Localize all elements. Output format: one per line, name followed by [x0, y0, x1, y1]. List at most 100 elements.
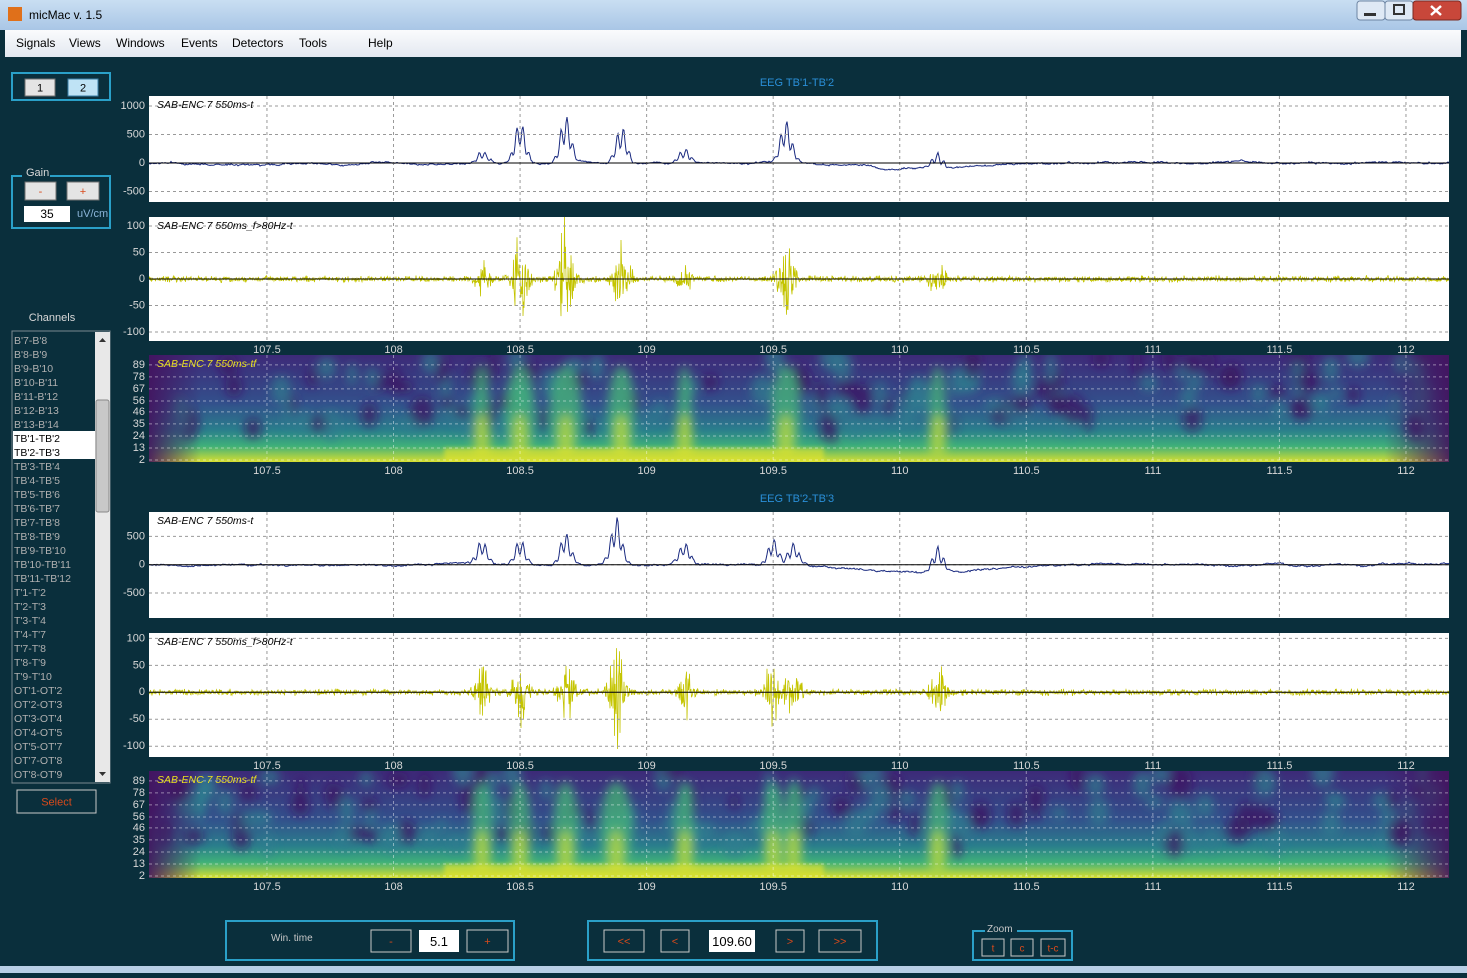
channel-item[interactable]: T'4-T'7 — [14, 629, 46, 641]
channel-item[interactable]: T'1-T'2 — [14, 587, 46, 599]
y-tick-label: 13 — [133, 442, 145, 454]
value-text: 5.1 — [430, 934, 448, 949]
window-bottom-border — [0, 966, 1467, 973]
y-tick-label: 89 — [133, 359, 145, 371]
channel-item[interactable]: TB'5-TB'6 — [14, 489, 60, 501]
y-tick-label: -50 — [129, 713, 145, 725]
channel-item[interactable]: T'7-T'8 — [14, 643, 46, 655]
button[interactable] — [24, 78, 56, 97]
channel-item[interactable]: B'8-B'9 — [14, 349, 47, 361]
button[interactable] — [370, 929, 412, 953]
channel-item[interactable]: T'2-T'3 — [14, 601, 46, 613]
menu-item[interactable]: Windows — [116, 36, 165, 50]
button[interactable] — [1010, 938, 1034, 957]
channel-item[interactable]: B'10-B'11 — [14, 377, 58, 389]
x-tick-label: 107.5 — [253, 344, 281, 356]
channel-item[interactable]: OT'3-OT'4 — [14, 713, 63, 725]
button-label: + — [484, 936, 490, 948]
menu-item[interactable]: Events — [181, 36, 218, 50]
button-label: - — [389, 936, 393, 948]
channel-item[interactable]: B'11-B'12 — [14, 391, 58, 403]
x-tick-label: 108 — [384, 344, 402, 356]
y-tick-label: 0 — [139, 686, 145, 698]
button[interactable] — [818, 929, 862, 953]
button[interactable] — [16, 789, 97, 814]
maximize-button[interactable] — [1384, 0, 1414, 21]
y-tick-label: 0 — [139, 559, 145, 571]
menu-item[interactable]: Signals — [16, 36, 55, 50]
channel-item[interactable]: TB'6-TB'7 — [14, 503, 60, 515]
x-tick-label: 108 — [384, 881, 402, 893]
y-tick-label: 46 — [133, 822, 145, 834]
window-title: micMac v. 1.5 — [29, 8, 102, 22]
button[interactable] — [24, 181, 57, 201]
button[interactable] — [1040, 938, 1066, 957]
channel-item[interactable]: B'12-B'13 — [14, 405, 59, 417]
x-tick-label: 110.5 — [1013, 881, 1040, 893]
y-tick-label: 500 — [127, 128, 145, 140]
button[interactable] — [66, 181, 100, 201]
menu-item[interactable]: Views — [69, 36, 101, 50]
channel-item[interactable]: B'13-B'14 — [14, 419, 59, 431]
channel-item[interactable]: TB'3-TB'4 — [14, 461, 60, 473]
gain-value-box[interactable] — [24, 206, 70, 222]
channel-item[interactable]: TB'10-TB'11 — [14, 559, 71, 571]
channel-item[interactable]: TB'7-TB'8 — [14, 517, 60, 529]
channel-item[interactable]: OT'8-OT'9 — [14, 769, 63, 781]
menu-item[interactable]: Tools — [299, 36, 327, 50]
x-tick-label: 112 — [1397, 760, 1415, 772]
x-tick-label: 109 — [637, 881, 655, 893]
button[interactable] — [981, 938, 1005, 957]
button[interactable] — [466, 929, 509, 953]
button[interactable] — [660, 929, 690, 953]
plot-content — [149, 117, 1449, 171]
channel-item[interactable]: T'8-T'9 — [14, 657, 46, 669]
button-label: c — [1020, 944, 1025, 955]
channel-item[interactable]: TB'4-TB'5 — [14, 475, 60, 487]
menu-item[interactable]: Detectors — [232, 36, 283, 50]
scroll-thumb[interactable] — [95, 399, 110, 513]
button[interactable] — [775, 929, 805, 953]
value-box[interactable] — [419, 930, 459, 952]
channel-item[interactable]: OT'7-OT'8 — [14, 755, 63, 767]
channel-item[interactable]: OT'5-OT'7 — [14, 741, 63, 753]
channel-item[interactable]: B'9-B'10 — [14, 363, 53, 375]
button-label: + — [80, 186, 86, 198]
filtered-signal — [149, 648, 1449, 750]
x-tick-label: 108.5 — [506, 760, 534, 772]
x-tick-label: 110 — [891, 465, 909, 477]
channels-label: Channels — [29, 312, 76, 324]
button[interactable] — [67, 78, 99, 97]
y-tick-label: 100 — [127, 220, 145, 232]
y-tick-label: 78 — [133, 371, 145, 383]
channel-item[interactable]: TB'11-TB'12 — [14, 573, 71, 585]
win-time-label: Win. time — [271, 933, 313, 944]
button[interactable] — [603, 929, 645, 953]
menu-item[interactable]: Help — [368, 36, 393, 50]
button-label: << — [618, 936, 631, 948]
channel-item[interactable]: T'3-T'4 — [14, 615, 46, 627]
value-text: 109.60 — [712, 934, 752, 949]
y-tick-label: 50 — [133, 246, 145, 258]
app-icon — [8, 7, 22, 21]
channel-item[interactable]: OT'2-OT'3 — [14, 699, 63, 711]
channel-item[interactable]: T'9-T'10 — [14, 671, 52, 683]
channel-item[interactable]: OT'4-OT'5 — [14, 727, 63, 739]
channel-item[interactable]: TB'1-TB'2 — [14, 433, 60, 445]
win-time-box — [225, 920, 515, 961]
channel-item[interactable]: TB'8-TB'9 — [14, 531, 60, 543]
x-tick-label: 111.5 — [1266, 344, 1292, 356]
channel-item[interactable]: TB'9-TB'10 — [14, 545, 66, 557]
title-bar — [0, 0, 1467, 30]
x-tick-label: 112 — [1397, 465, 1415, 477]
minimize-button[interactable] — [1356, 0, 1386, 21]
channel-item[interactable]: OT'1-OT'2 — [14, 685, 63, 697]
zoom-box — [972, 930, 1073, 961]
value-box[interactable] — [709, 930, 755, 952]
channel-item[interactable]: TB'2-TB'3 — [14, 447, 60, 459]
raw-signal — [149, 117, 1449, 171]
x-tick-label: 110 — [891, 760, 909, 772]
panel-title: EEG TB'1-TB'2 — [760, 77, 834, 89]
channel-item[interactable]: B'7-B'8 — [14, 335, 47, 347]
